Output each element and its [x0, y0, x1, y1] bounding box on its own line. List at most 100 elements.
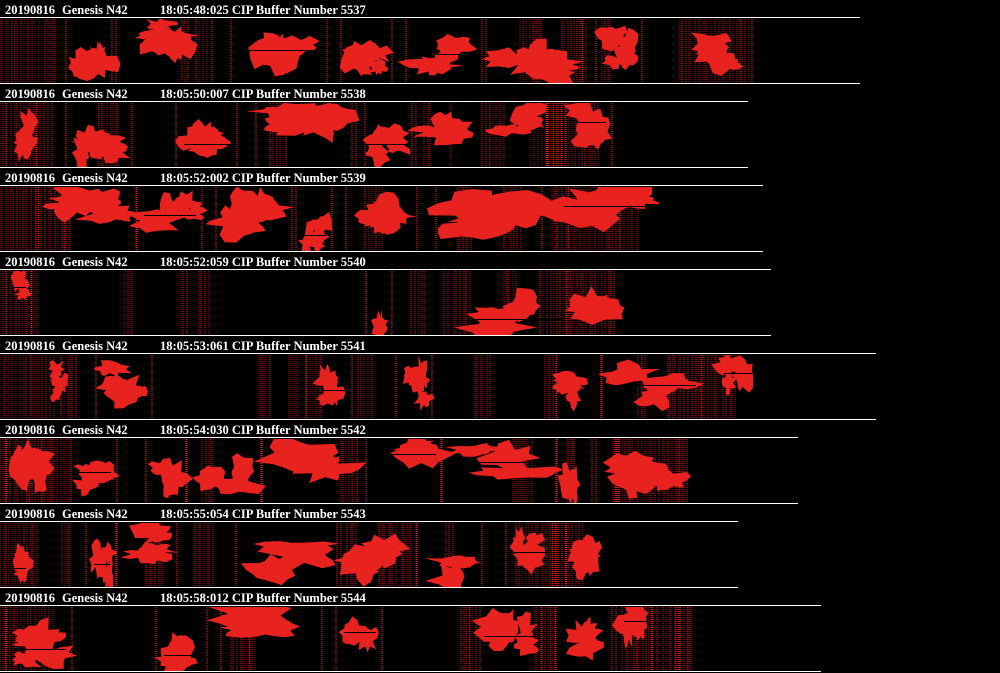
buffer-label: CIP Buffer Number — [228, 171, 341, 185]
particle — [89, 538, 118, 587]
top-divider — [0, 17, 860, 18]
particle — [147, 458, 194, 499]
particle — [48, 360, 69, 403]
particle — [154, 632, 201, 671]
top-divider — [0, 605, 821, 606]
particle — [333, 533, 411, 587]
buffer-date: 20190816 — [5, 423, 55, 437]
particle — [481, 38, 585, 83]
bottom-divider — [0, 251, 763, 252]
particle — [338, 616, 379, 653]
particle — [362, 123, 411, 167]
buffer-number: 5539 — [340, 171, 366, 185]
buffer-strip: 20190816 Genesis N42 18:05:48:025 CIP Buff… — [0, 0, 1000, 84]
buffer-info: 18:05:50:007 CIP Buffer Number 5538 — [160, 87, 366, 101]
buffer-strip: 20190816 Genesis N42 18:05:58:012 CIP Buff… — [0, 588, 1000, 672]
particle-image — [0, 103, 613, 167]
probe-name: Genesis N42 — [62, 591, 128, 605]
particle — [564, 286, 625, 325]
particle-image — [0, 439, 691, 503]
top-divider — [0, 521, 738, 522]
particle — [175, 119, 232, 158]
particle — [445, 439, 565, 480]
particle — [11, 617, 78, 669]
particle — [426, 189, 557, 240]
particle — [562, 103, 613, 150]
particle — [552, 370, 589, 412]
buffer-date: 20190816 — [5, 171, 55, 185]
particle-image — [0, 19, 753, 83]
particle — [557, 462, 581, 503]
particle — [12, 543, 34, 584]
buffer-time: 18:05:48:025 — [160, 3, 229, 17]
buffer-label: CIP Buffer Number — [228, 423, 341, 437]
buffer-number: 5541 — [340, 339, 366, 353]
particle-image — [0, 523, 603, 587]
buffer-label: CIP Buffer Number — [228, 3, 341, 17]
particle — [370, 308, 389, 335]
particle-image — [0, 187, 659, 251]
probe-name: Genesis N42 — [62, 507, 128, 521]
particle — [534, 187, 659, 233]
buffer-strip: 20190816 Genesis N42 18:05:55:054 CIP Buff… — [0, 504, 1000, 588]
particle — [239, 32, 321, 77]
particle — [567, 534, 603, 581]
top-divider — [0, 101, 748, 102]
bottom-divider — [0, 335, 771, 336]
buffer-label: CIP Buffer Number — [228, 255, 341, 269]
bottom-divider — [0, 671, 821, 672]
probe-name: Genesis N42 — [62, 339, 128, 353]
particle — [402, 355, 435, 411]
particle — [254, 439, 367, 484]
particle — [13, 107, 39, 162]
buffer-time: 18:05:54:030 — [160, 423, 229, 437]
particle — [42, 187, 143, 224]
particle — [397, 33, 478, 76]
particle — [407, 111, 474, 146]
buffer-date: 20190816 — [5, 87, 55, 101]
buffer-date: 20190816 — [5, 3, 55, 17]
buffer-number: 5537 — [340, 3, 366, 17]
particle — [597, 359, 705, 412]
probe-name: Genesis N42 — [62, 423, 128, 437]
buffer-time: 18:05:52:059 — [160, 255, 229, 269]
top-divider — [0, 185, 763, 186]
buffer-strip: 20190816 Genesis N42 18:05:52:002 CIP Buff… — [0, 168, 1000, 252]
probe-name: Genesis N42 — [62, 171, 128, 185]
buffer-info: 18:05:48:025 CIP Buffer Number 5537 — [160, 3, 366, 17]
buffer-number: 5543 — [340, 507, 366, 521]
buffer-strip: 20190816 Genesis N42 18:05:53:061 CIP Buff… — [0, 336, 1000, 420]
particle — [424, 555, 482, 587]
buffer-date: 20190816 — [5, 339, 55, 353]
buffer-strip: 20190816 Genesis N42 18:05:50:007 CIP Buff… — [0, 84, 1000, 168]
particle-image — [0, 271, 625, 335]
particle — [68, 40, 121, 81]
particle-image — [0, 607, 693, 671]
buffer-info: 18:05:52:059 CIP Buffer Number 5540 — [160, 255, 366, 269]
particle — [594, 25, 639, 71]
buffer-date: 20190816 — [5, 591, 55, 605]
particle — [339, 40, 395, 77]
particle — [72, 460, 121, 497]
top-divider — [0, 353, 876, 354]
buffer-info: 18:05:55:054 CIP Buffer Number 5543 — [160, 507, 366, 521]
particle — [120, 523, 179, 565]
buffer-number: 5538 — [340, 87, 366, 101]
buffer-number: 5544 — [340, 591, 366, 605]
particle — [70, 124, 131, 167]
top-divider — [0, 437, 798, 438]
top-divider — [0, 269, 771, 270]
particle — [205, 187, 295, 243]
particle — [134, 19, 202, 64]
bottom-divider — [0, 83, 860, 84]
bottom-divider — [0, 419, 876, 420]
buffer-label: CIP Buffer Number — [228, 507, 341, 521]
particle — [246, 103, 360, 144]
particle — [711, 355, 754, 396]
particle — [93, 360, 149, 409]
buffer-info: 18:05:54:030 CIP Buffer Number 5542 — [160, 423, 366, 437]
particle — [485, 103, 548, 137]
buffer-info: 18:05:58:012 CIP Buffer Number 5544 — [160, 591, 366, 605]
particle — [8, 439, 56, 494]
particle — [207, 607, 301, 638]
